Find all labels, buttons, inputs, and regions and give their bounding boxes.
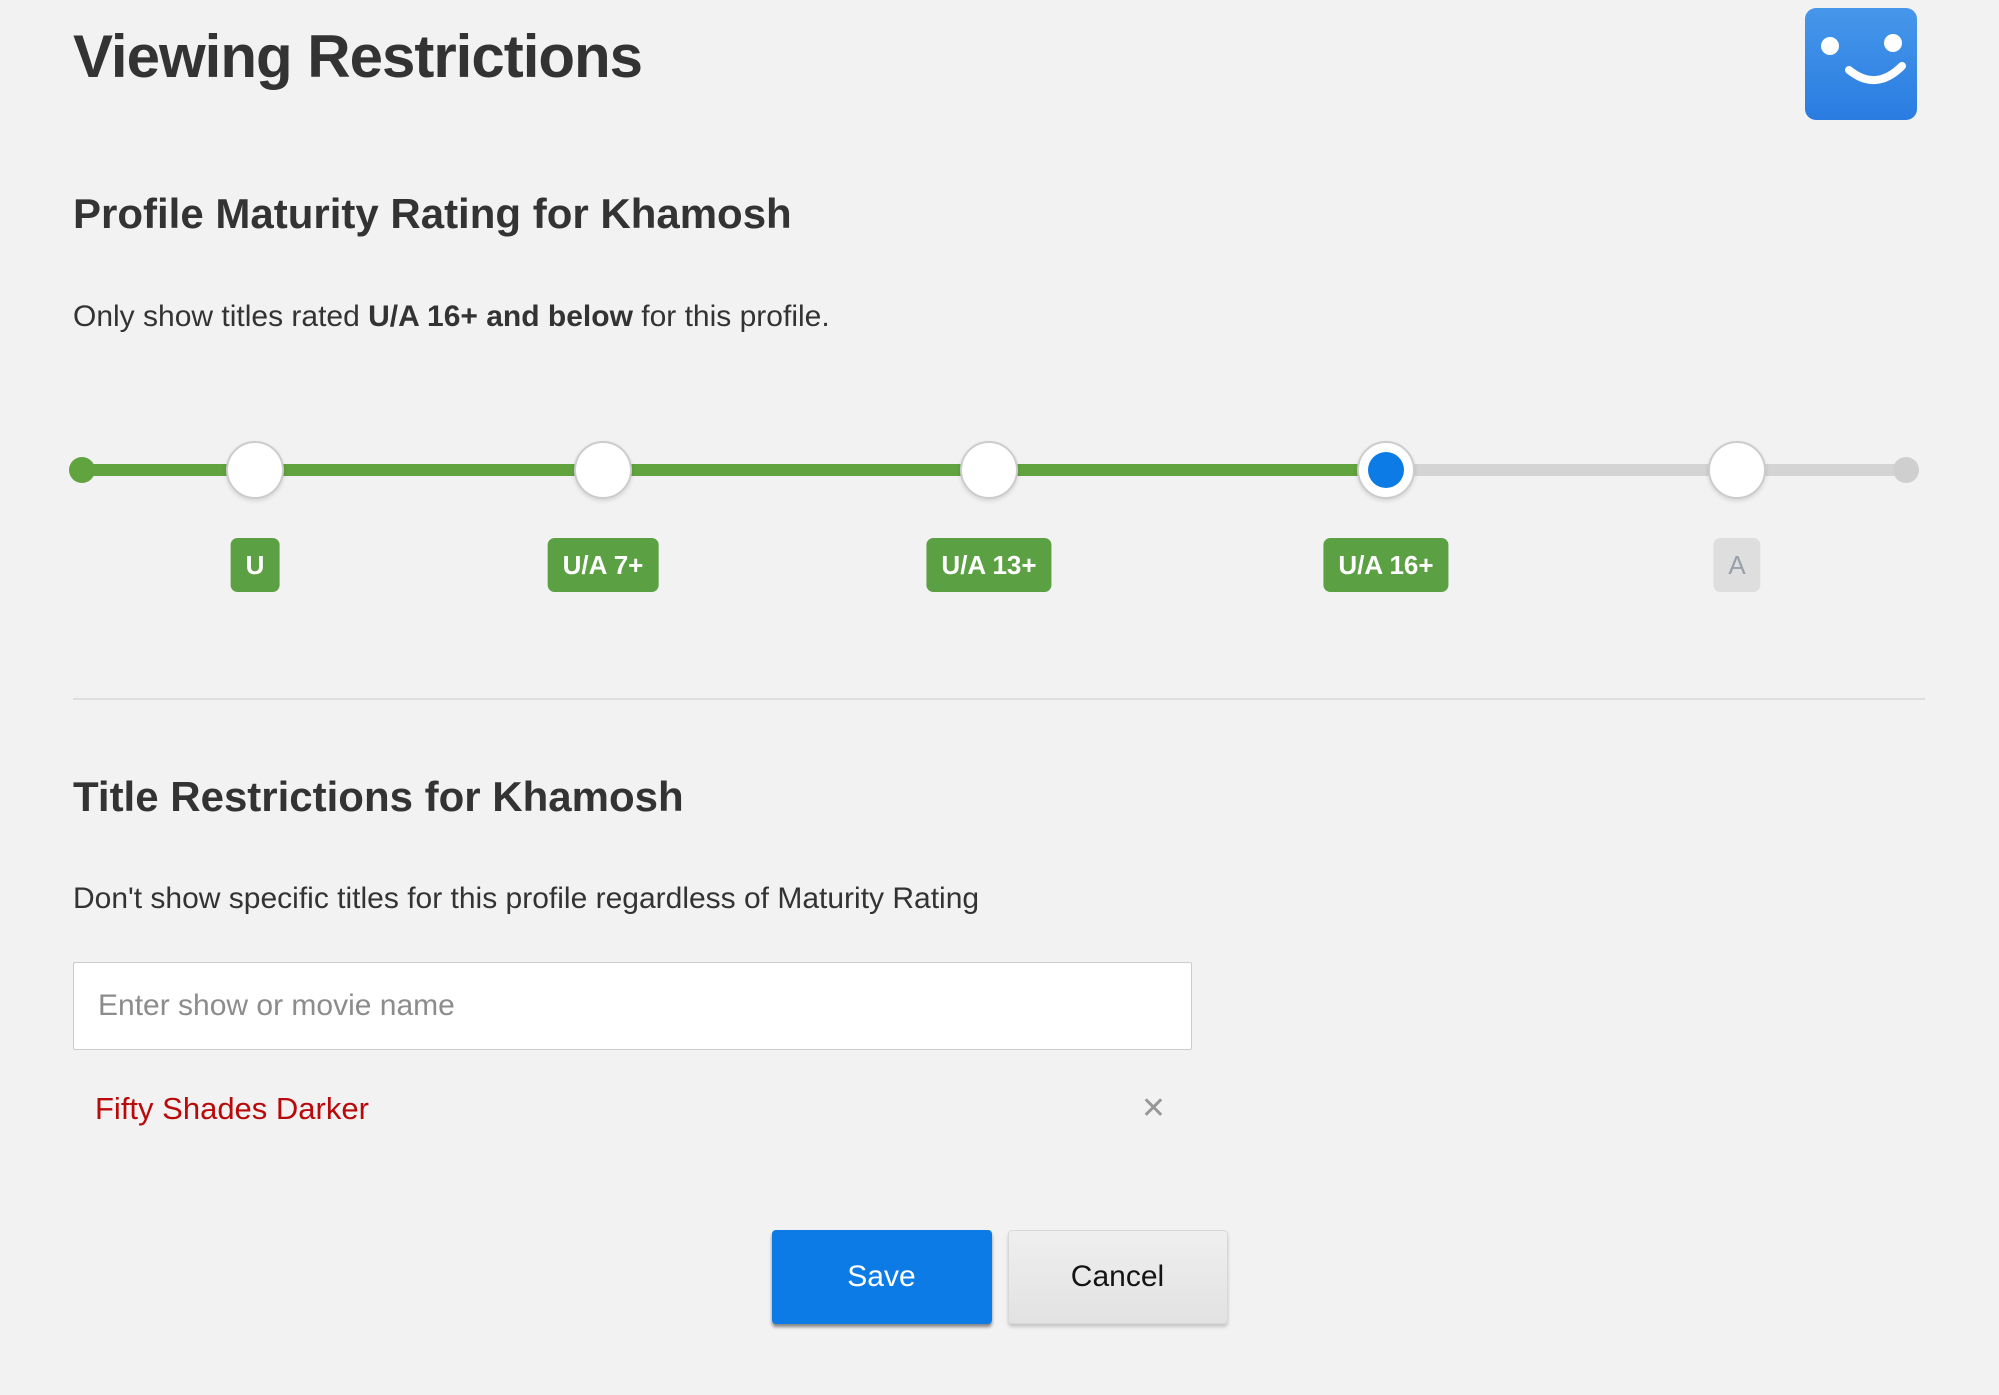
rating-badge-u-a-13: U/A 13+ <box>926 538 1052 592</box>
maturity-stop-a[interactable] <box>1708 441 1766 499</box>
rating-badge-a: A <box>1713 538 1761 592</box>
maturity-slider[interactable]: U U/A 7+ U/A 13+ U/A 16+ A <box>69 400 1925 610</box>
action-buttons: Save Cancel <box>0 1230 1999 1324</box>
maturity-description-rating: U/A 16+ and below <box>368 300 633 333</box>
maturity-stop-u-a-13[interactable] <box>960 441 1018 499</box>
maturity-stop-u-a-7[interactable] <box>574 441 632 499</box>
remove-title-icon[interactable]: ✕ <box>1140 1092 1166 1125</box>
restricted-titles-list: Fifty Shades Darker ✕ <box>73 1076 1192 1142</box>
selected-stop-dot <box>1368 452 1404 488</box>
slider-track-active <box>82 464 1386 476</box>
smiley-face-icon <box>1805 8 1917 120</box>
section-divider <box>73 698 1925 700</box>
title-restrictions-description: Don't show specific titles for this prof… <box>73 882 980 915</box>
maturity-stop-u-a-16[interactable] <box>1357 441 1415 499</box>
profile-avatar-icon <box>1805 8 1917 120</box>
cancel-button[interactable]: Cancel <box>1007 1230 1228 1324</box>
rating-badge-u-a-7: U/A 7+ <box>547 538 659 592</box>
title-restrictions-heading: Title Restrictions for Khamosh <box>73 773 684 820</box>
title-search-input[interactable] <box>73 962 1192 1050</box>
save-button[interactable]: Save <box>771 1230 992 1324</box>
page-title: Viewing Restrictions <box>73 23 643 90</box>
maturity-stop-u[interactable] <box>226 441 284 499</box>
restricted-title-name: Fifty Shades Darker <box>95 1091 369 1126</box>
rating-badge-u: U <box>230 538 280 592</box>
slider-end-dot <box>1893 457 1919 483</box>
slider-start-dot <box>69 457 95 483</box>
maturity-description: Only show titles rated U/A 16+ and below… <box>73 300 830 334</box>
maturity-description-suffix: for this profile. <box>632 300 830 333</box>
maturity-section-heading: Profile Maturity Rating for Khamosh <box>73 190 792 237</box>
rating-badge-u-a-16: U/A 16+ <box>1323 538 1449 592</box>
restricted-title-row: Fifty Shades Darker ✕ <box>73 1076 1192 1142</box>
maturity-description-prefix: Only show titles rated <box>73 300 369 333</box>
